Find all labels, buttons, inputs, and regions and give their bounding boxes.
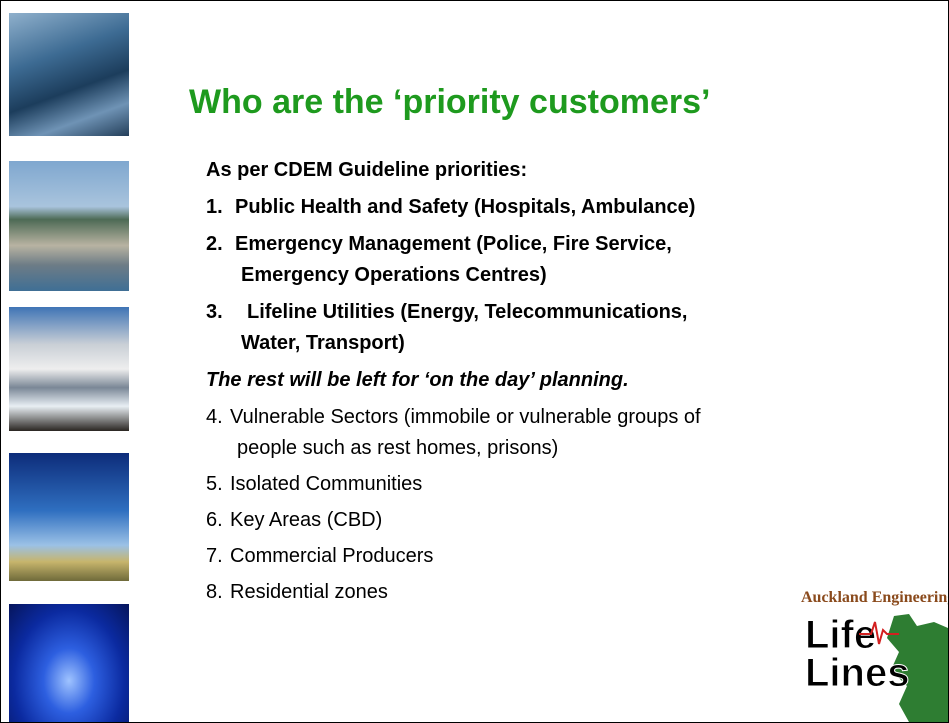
item-number: 3. xyxy=(206,301,223,324)
slide-title: Who are the ‘priority customers’ xyxy=(189,83,710,122)
item-text: Isolated Communities xyxy=(230,473,422,496)
photo-volcano xyxy=(9,307,129,431)
note: The rest will be left for ‘on the day’ p… xyxy=(206,369,629,392)
photo-pylons xyxy=(9,453,129,581)
intro: As per CDEM Guideline priorities: xyxy=(206,159,527,182)
item-number: 8. xyxy=(206,581,223,604)
logo-line2: Lines xyxy=(805,651,909,695)
item-number: 6. xyxy=(206,509,223,532)
photo-road xyxy=(9,13,129,136)
item-text: Public Health and Safety (Hospitals, Amb… xyxy=(235,196,695,219)
item-number: 2. xyxy=(206,233,223,256)
slide: Who are the ‘priority customers’ As per … xyxy=(0,0,949,723)
item-text: Vulnerable Sectors (immobile or vulnerab… xyxy=(230,406,701,429)
photo-water-drop xyxy=(9,604,129,722)
photo-harbour xyxy=(9,161,129,291)
item-text: Emergency Operations Centres) xyxy=(241,264,547,287)
item-number: 1. xyxy=(206,196,223,219)
logo-caption: Auckland Engineering xyxy=(801,589,948,606)
item-text: Commercial Producers xyxy=(230,545,433,568)
item-number: 7. xyxy=(206,545,223,568)
item-text: Lifeline Utilities (Energy, Telecommunic… xyxy=(247,301,687,324)
item-text: people such as rest homes, prisons) xyxy=(237,437,558,460)
logo: Auckland Engineering Life Lines xyxy=(799,586,948,722)
item-number: 5. xyxy=(206,473,223,496)
item-text: Residential zones xyxy=(230,581,388,604)
item-text: Water, Transport) xyxy=(241,332,405,355)
item-text: Key Areas (CBD) xyxy=(230,509,382,532)
item-text: Emergency Management (Police, Fire Servi… xyxy=(235,233,672,256)
item-number: 4. xyxy=(206,406,223,429)
